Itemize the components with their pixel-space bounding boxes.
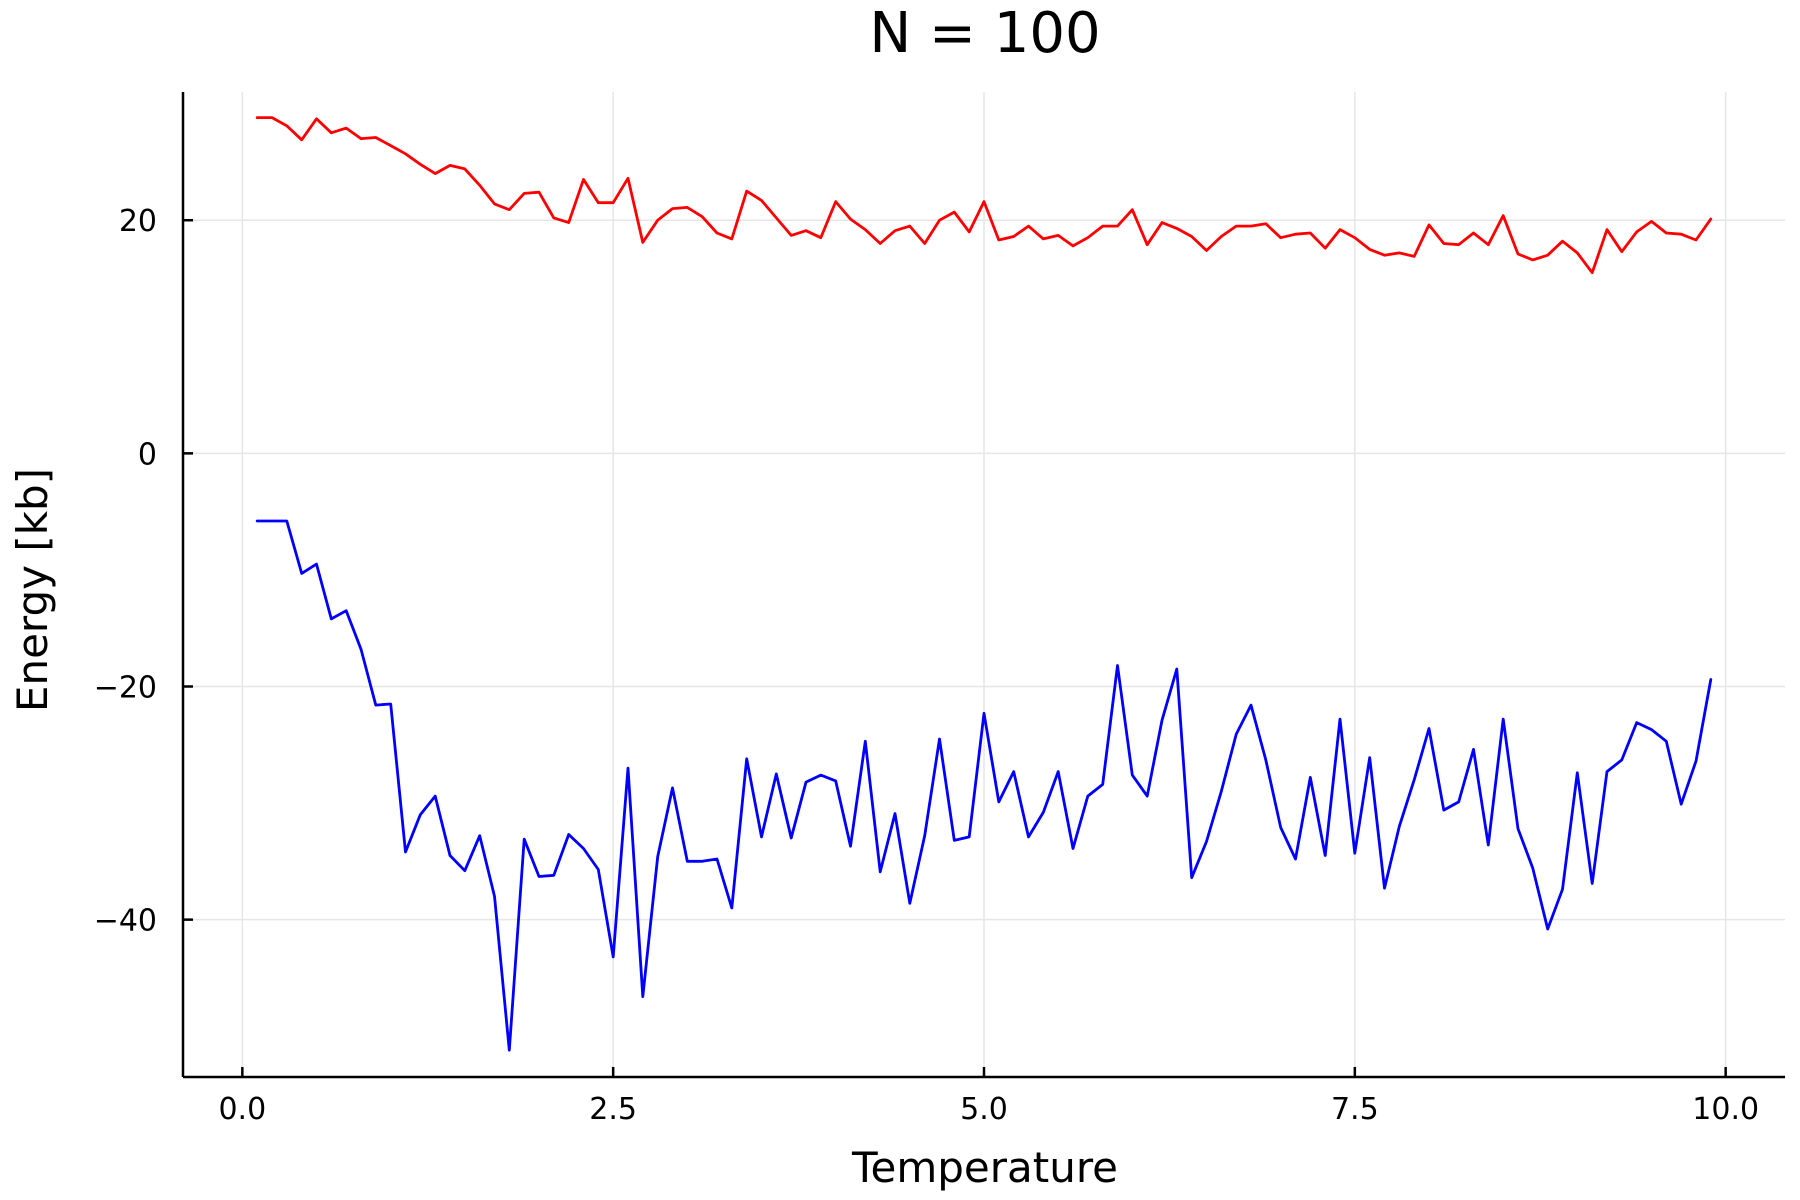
x-tick-label: 0.0 (218, 1092, 266, 1127)
y-gridlines (183, 219, 1785, 921)
x-tick-label: 2.5 (589, 1092, 637, 1127)
series-line-2 (255, 519, 1713, 1052)
y-axis-label: Energy [kb] (8, 468, 57, 712)
y-tick-label: −20 (94, 670, 157, 705)
x-axis-ticks: 0.0 2.5 5.0 7.5 10.0 (218, 1067, 1759, 1127)
series-line-1 (255, 116, 1713, 275)
y-tick-label: −40 (94, 904, 157, 939)
series-layer (255, 116, 1713, 1052)
x-axis-label: Temperature (851, 1143, 1118, 1192)
x-tick-label: 5.0 (960, 1092, 1008, 1127)
y-axis-ticks: −40 −20 0 20 (94, 204, 193, 939)
x-gridlines (241, 92, 1727, 1077)
y-tick-label: 0 (138, 437, 157, 472)
x-tick-label: 7.5 (1331, 1092, 1379, 1127)
chart-title: N = 100 (869, 1, 1100, 66)
y-tick-label: 20 (119, 204, 157, 239)
x-tick-label: 10.0 (1692, 1092, 1759, 1127)
